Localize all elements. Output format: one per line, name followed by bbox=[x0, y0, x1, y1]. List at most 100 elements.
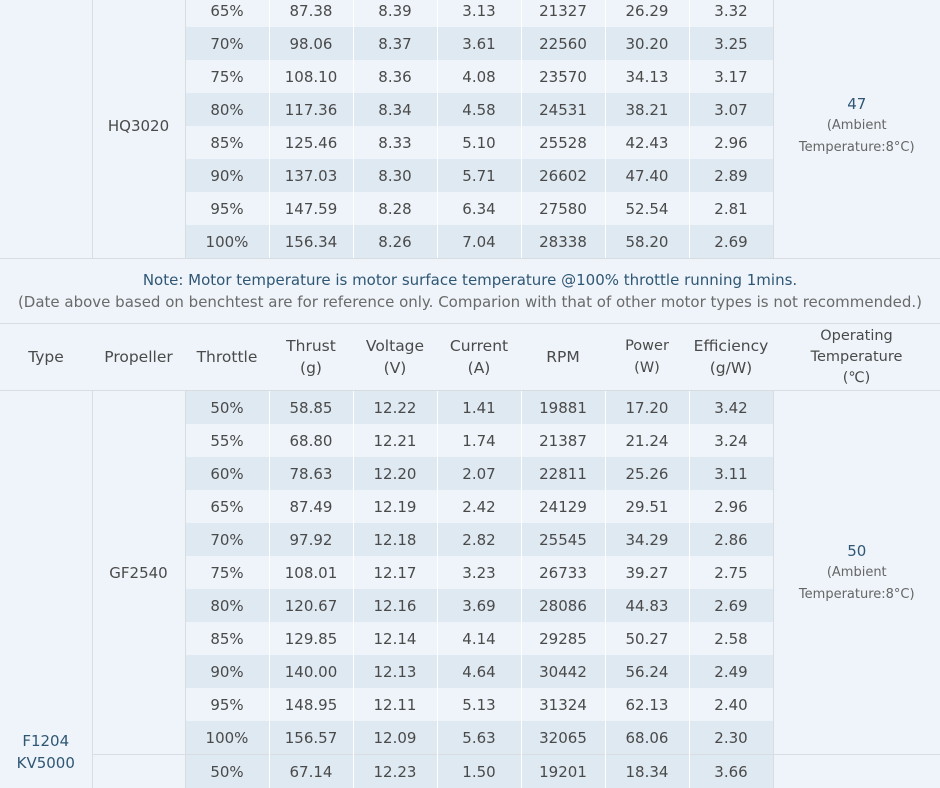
cell-throttle: 85% bbox=[185, 622, 269, 655]
cell-power: 21.24 bbox=[605, 424, 689, 457]
cell-thrust: 120.67 bbox=[269, 589, 353, 622]
cell-thrust: 125.46 bbox=[269, 126, 353, 159]
cell-current: 3.23 bbox=[437, 556, 521, 589]
cell-throttle: 70% bbox=[185, 523, 269, 556]
cell-current: 3.13 bbox=[437, 0, 521, 27]
cell-current: 2.42 bbox=[437, 490, 521, 523]
cell-rpm: 22811 bbox=[521, 457, 605, 490]
cell-voltage: 8.34 bbox=[353, 93, 437, 126]
header-voltage: Voltage(V) bbox=[353, 324, 437, 391]
cell-throttle: 80% bbox=[185, 93, 269, 126]
header-current: Current(A) bbox=[437, 324, 521, 391]
cell-efficiency: 2.96 bbox=[689, 490, 773, 523]
cell-throttle: 90% bbox=[185, 655, 269, 688]
cell-power: 25.26 bbox=[605, 457, 689, 490]
cell-voltage: 8.28 bbox=[353, 192, 437, 225]
cell-thrust: 148.95 bbox=[269, 688, 353, 721]
cell-thrust: 156.34 bbox=[269, 225, 353, 258]
cell-current: 1.50 bbox=[437, 755, 521, 788]
cell-voltage: 12.16 bbox=[353, 589, 437, 622]
top-type-cell bbox=[0, 0, 92, 258]
next-temperature-cell bbox=[773, 755, 940, 788]
cell-efficiency: 2.69 bbox=[689, 225, 773, 258]
cell-throttle: 60% bbox=[185, 457, 269, 490]
cell-thrust: 108.01 bbox=[269, 556, 353, 589]
cell-voltage: 8.30 bbox=[353, 159, 437, 192]
cell-voltage: 12.22 bbox=[353, 391, 437, 424]
header-power: Power(W) bbox=[605, 324, 689, 391]
cell-thrust: 97.92 bbox=[269, 523, 353, 556]
temperature-note-line1: (Ambient bbox=[774, 562, 940, 584]
cell-rpm: 22560 bbox=[521, 27, 605, 60]
cell-voltage: 12.09 bbox=[353, 721, 437, 755]
cell-throttle: 100% bbox=[185, 721, 269, 755]
cell-rpm: 32065 bbox=[521, 721, 605, 755]
cell-rpm: 28086 bbox=[521, 589, 605, 622]
cell-voltage: 12.19 bbox=[353, 490, 437, 523]
cell-current: 4.08 bbox=[437, 60, 521, 93]
cell-efficiency: 3.17 bbox=[689, 60, 773, 93]
temperature-value: 47 bbox=[774, 93, 940, 115]
temperature-value: 50 bbox=[774, 540, 940, 562]
cell-thrust: 67.14 bbox=[269, 755, 353, 788]
bottom-propeller-cell: GF2540 bbox=[92, 391, 185, 755]
cell-power: 29.51 bbox=[605, 490, 689, 523]
cell-thrust: 147.59 bbox=[269, 192, 353, 225]
cell-power: 62.13 bbox=[605, 688, 689, 721]
header-efficiency: Efficiency(g/W) bbox=[689, 324, 773, 391]
cell-rpm: 23570 bbox=[521, 60, 605, 93]
cell-rpm: 26602 bbox=[521, 159, 605, 192]
cell-voltage: 8.39 bbox=[353, 0, 437, 27]
cell-power: 42.43 bbox=[605, 126, 689, 159]
cell-throttle: 55% bbox=[185, 424, 269, 457]
cell-rpm: 19881 bbox=[521, 391, 605, 424]
cell-rpm: 29285 bbox=[521, 622, 605, 655]
cell-throttle: 50% bbox=[185, 391, 269, 424]
cell-thrust: 78.63 bbox=[269, 457, 353, 490]
cell-voltage: 12.23 bbox=[353, 755, 437, 788]
cell-power: 52.54 bbox=[605, 192, 689, 225]
cell-efficiency: 3.25 bbox=[689, 27, 773, 60]
cell-efficiency: 3.66 bbox=[689, 755, 773, 788]
cell-current: 6.34 bbox=[437, 192, 521, 225]
cell-power: 26.29 bbox=[605, 0, 689, 27]
cell-power: 68.06 bbox=[605, 721, 689, 755]
header-rpm: RPM bbox=[521, 324, 605, 391]
cell-throttle: 50% bbox=[185, 755, 269, 788]
cell-efficiency: 2.49 bbox=[689, 655, 773, 688]
cell-power: 30.20 bbox=[605, 27, 689, 60]
cell-efficiency: 2.40 bbox=[689, 688, 773, 721]
cell-voltage: 8.37 bbox=[353, 27, 437, 60]
cell-efficiency: 2.58 bbox=[689, 622, 773, 655]
cell-current: 5.63 bbox=[437, 721, 521, 755]
cell-power: 50.27 bbox=[605, 622, 689, 655]
cell-current: 1.41 bbox=[437, 391, 521, 424]
cell-current: 7.04 bbox=[437, 225, 521, 258]
cell-thrust: 87.38 bbox=[269, 0, 353, 27]
temperature-note-line2: Temperature:8°C) bbox=[774, 137, 940, 159]
cell-thrust: 129.85 bbox=[269, 622, 353, 655]
cell-current: 2.07 bbox=[437, 457, 521, 490]
cell-current: 5.13 bbox=[437, 688, 521, 721]
cell-throttle: 90% bbox=[185, 159, 269, 192]
cell-rpm: 28338 bbox=[521, 225, 605, 258]
cell-efficiency: 3.07 bbox=[689, 93, 773, 126]
cell-throttle: 65% bbox=[185, 490, 269, 523]
cell-power: 34.29 bbox=[605, 523, 689, 556]
cell-current: 4.64 bbox=[437, 655, 521, 688]
cell-voltage: 12.21 bbox=[353, 424, 437, 457]
header-propeller: Propeller bbox=[92, 324, 185, 391]
cell-voltage: 12.17 bbox=[353, 556, 437, 589]
cell-thrust: 117.36 bbox=[269, 93, 353, 126]
cell-efficiency: 3.11 bbox=[689, 457, 773, 490]
next-propeller-cell bbox=[92, 755, 185, 788]
cell-voltage: 8.36 bbox=[353, 60, 437, 93]
cell-efficiency: 2.86 bbox=[689, 523, 773, 556]
